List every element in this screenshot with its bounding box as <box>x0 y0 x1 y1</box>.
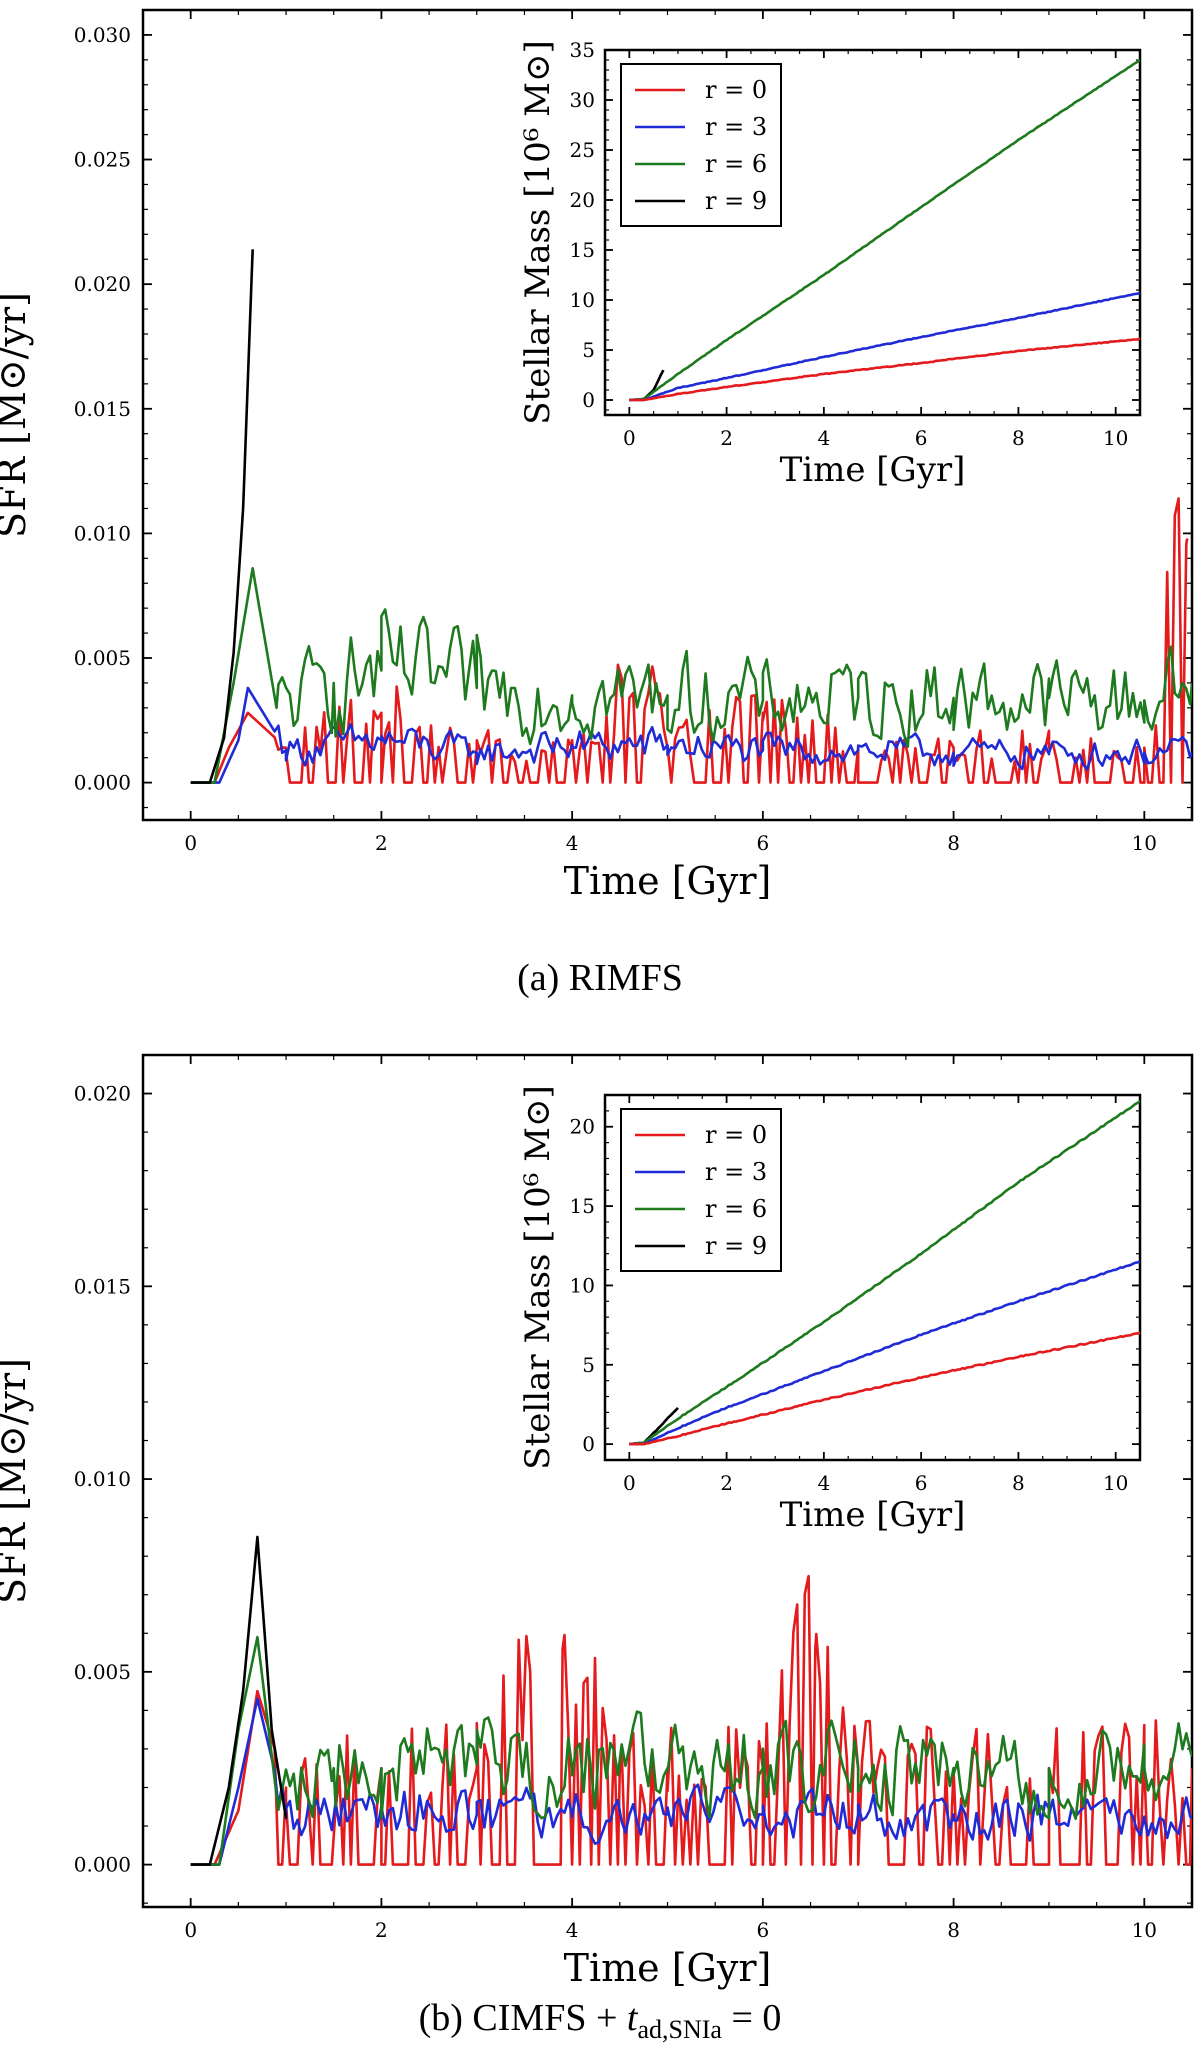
panel-a-ytick-label: 0.020 <box>74 272 131 296</box>
panel-a-inset-legend-label: r = 9 <box>705 187 767 215</box>
panel-a-inset-ytick-label: 25 <box>570 138 595 162</box>
panel-a-inset-ytick-label: 10 <box>570 288 595 312</box>
panel-b-inset-series-r0 <box>629 1331 1140 1446</box>
panel-a-inset-xtick-label: 10 <box>1103 426 1128 450</box>
panel-b-inset-ytick-label: 0 <box>582 1432 595 1456</box>
panel-a-ytick-label: 0.000 <box>74 771 131 795</box>
panel-b-series-r0 <box>190 1574 1192 1866</box>
panel-b-caption: (b) CIMFS + tad,SNIa = 0 <box>419 1997 782 2044</box>
panel-a-ytick-label: 0.010 <box>74 521 131 545</box>
panel-b-inset-xtick-label: 0 <box>623 1471 636 1495</box>
panel-a-ytick-label: 0.005 <box>74 646 131 670</box>
panel-b-series-r3 <box>190 1697 1192 1866</box>
panel-b-inset-legend-label: r = 9 <box>705 1232 767 1260</box>
panel-b-xtick-label: 8 <box>947 1918 960 1942</box>
panel-a-inset-ytick-label: 30 <box>570 88 595 112</box>
panel-b-inset-ytick-label: 10 <box>570 1273 595 1297</box>
panel-b-xtick-label: 10 <box>1132 1918 1157 1942</box>
panel-b-series-r6 <box>190 1635 1192 1866</box>
panel-a-series-r0 <box>190 497 1189 784</box>
panel-b-inset-legend-label: r = 6 <box>705 1195 767 1223</box>
panel-a-inset-legend-label: r = 3 <box>705 113 767 141</box>
panel-b-ytick-label: 0.000 <box>74 1853 131 1877</box>
panel-b-inset-ytick-label: 15 <box>570 1194 595 1218</box>
panel-b-inset-ytick-label: 5 <box>582 1353 595 1377</box>
panel-a-inset-xtick-label: 4 <box>817 426 830 450</box>
panel-b-ytick-label: 0.020 <box>74 1082 131 1106</box>
panel-b-inset-xtick-label: 2 <box>720 1471 733 1495</box>
panel-a-caption: (a) RIMFS <box>517 957 683 999</box>
panel-a-ylabel: SFR [M⊙/yr] <box>0 292 34 538</box>
panel-b-inset-series-r3 <box>629 1260 1140 1446</box>
panel-a-inset-xtick-label: 2 <box>720 426 733 450</box>
panel-a-inset-ylabel: Stellar Mass [10⁶ M⊙] <box>518 40 558 424</box>
panel-b-inset-xlabel: Time [Gyr] <box>780 1495 966 1535</box>
panel-b-xlabel: Time [Gyr] <box>564 1946 772 1990</box>
panel-b-inset-legend-label: r = 3 <box>705 1158 767 1186</box>
panel-a-inset-ytick-label: 20 <box>570 188 595 212</box>
panel-a-inset-series-r3 <box>629 291 1140 402</box>
panel-a-xtick-label: 4 <box>566 831 579 855</box>
panel-a-inset-ytick-label: 5 <box>582 338 595 362</box>
panel-a-series-r3 <box>190 686 1192 784</box>
panel-b-inset-xtick-label: 6 <box>915 1471 928 1495</box>
panel-a-inset-legend-label: r = 0 <box>705 76 767 104</box>
panel-a-inset-xtick-label: 6 <box>915 426 928 450</box>
panel-a-inset-xlabel: Time [Gyr] <box>780 450 966 490</box>
panel-b-series-r9 <box>190 1535 288 1866</box>
panel-a: 0 2 4 6 8 10 0.000 0.005 0.010 0.015 0.020 0.025 0.0… <box>0 8 1194 903</box>
panel-b-inset: 0 2 4 6 8 10 0 5 10 15 20 Time [Gyr] Stellar Mass [1… <box>518 1085 1142 1535</box>
panel-a-xtick-label: 10 <box>1132 831 1157 855</box>
panel-b-ytick-label: 0.005 <box>74 1660 131 1684</box>
panel-b-xtick-label: 2 <box>375 1918 388 1942</box>
panel-a-inset-series-r6 <box>629 58 1140 402</box>
panel-b-ytick-label: 0.015 <box>74 1274 131 1298</box>
panel-a-ytick-label: 0.030 <box>74 23 131 47</box>
panel-a-inset-legend-label: r = 6 <box>705 150 767 178</box>
panel-b-ytick-label: 0.010 <box>74 1467 131 1491</box>
panel-a-xtick-label: 2 <box>375 831 388 855</box>
panel-b-inset-xtick-label: 4 <box>817 1471 830 1495</box>
panel-b-xtick-label: 6 <box>756 1918 769 1942</box>
panel-b-ylabel: SFR [M⊙/yr] <box>0 1358 34 1604</box>
panel-a-series-r6 <box>190 567 1192 784</box>
panel-a-ytick-label: 0.015 <box>74 397 131 421</box>
panel-a-series-r9 <box>190 249 254 784</box>
panel-b-inset-legend-label: r = 0 <box>705 1121 767 1149</box>
panel-a-xtick-label: 8 <box>947 831 960 855</box>
panel-a-inset-series-r0 <box>629 337 1140 402</box>
panel-b-inset-series-r6 <box>629 1099 1140 1446</box>
panel-a-inset-ytick-label: 0 <box>582 388 595 412</box>
panel-a-inset: 0 2 4 6 8 10 0 5 10 15 20 25 30 35 Time [Gyr] Stellar M… <box>518 38 1142 490</box>
panel-a-inset-xtick-label: 0 <box>623 426 636 450</box>
panel-a-xtick-label: 6 <box>756 831 769 855</box>
panel-a-inset-xtick-label: 8 <box>1012 426 1025 450</box>
panel-a-xlabel: Time [Gyr] <box>564 859 772 903</box>
panel-b-xtick-label: 0 <box>184 1918 197 1942</box>
panel-b-inset-xtick-label: 10 <box>1103 1471 1128 1495</box>
panel-a-inset-ytick-label: 15 <box>570 238 595 262</box>
panel-b-inset-xtick-label: 8 <box>1012 1471 1025 1495</box>
panel-b-xtick-label: 4 <box>566 1918 579 1942</box>
panel-a-xtick-label: 0 <box>184 831 197 855</box>
panel-a-ytick-label: 0.025 <box>74 148 131 172</box>
panel-b: 0 2 4 6 8 10 0.000 0.005 0.010 0.015 0.020 Time [Gy… <box>0 1053 1194 1990</box>
panel-a-inset-ytick-label: 35 <box>570 38 595 62</box>
panel-b-inset-ytick-label: 20 <box>570 1115 595 1139</box>
panel-b-inset-ylabel: Stellar Mass [10⁶ M⊙] <box>518 1085 558 1469</box>
